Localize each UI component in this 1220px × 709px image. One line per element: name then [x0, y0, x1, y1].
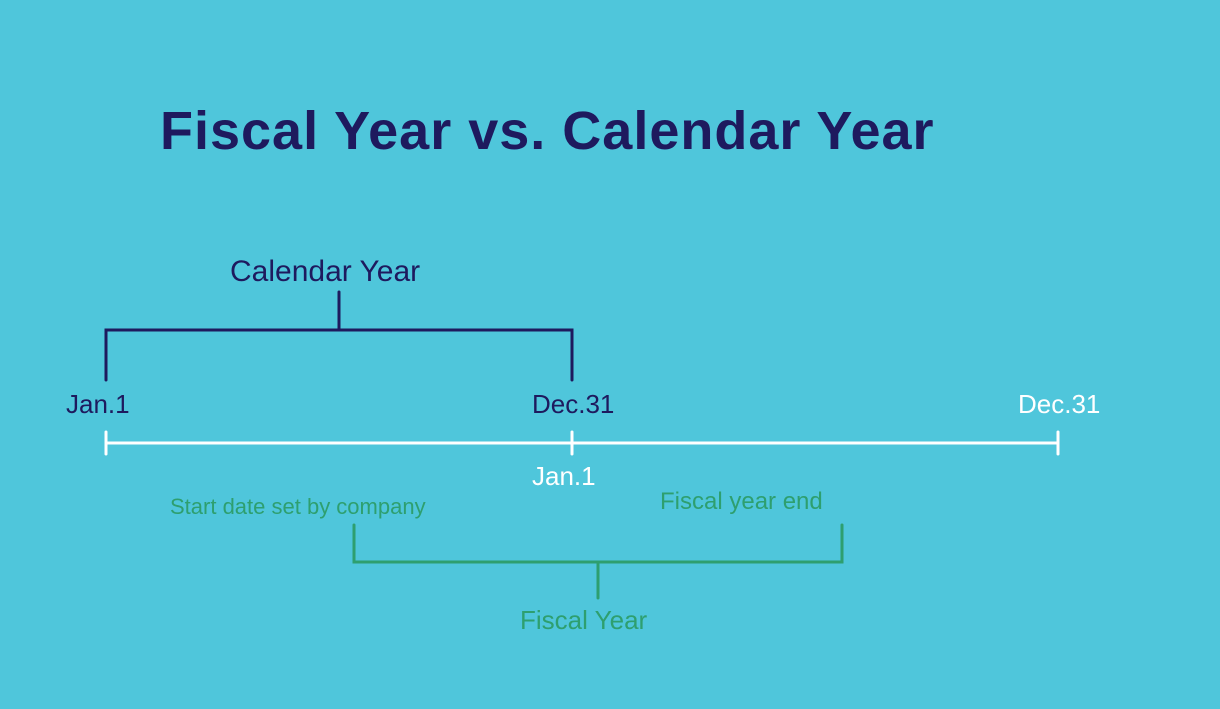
fiscal-start-note: Start date set by company [170, 494, 426, 520]
timeline-tick-dec31-right: Dec.31 [1018, 389, 1100, 420]
page-title: Fiscal Year vs. Calendar Year [160, 100, 935, 162]
timeline-tick-jan1-bottom: Jan.1 [532, 461, 596, 492]
timeline-tick-dec31-top: Dec.31 [532, 389, 614, 420]
fiscal-end-note: Fiscal year end [660, 488, 823, 516]
calendar-year-label: Calendar Year [230, 255, 420, 289]
diagram-canvas: Fiscal Year vs. Calendar Year Calendar Y… [0, 0, 1220, 709]
timeline-tick-jan1-top: Jan.1 [66, 389, 130, 420]
fiscal-year-label: Fiscal Year [520, 605, 647, 636]
